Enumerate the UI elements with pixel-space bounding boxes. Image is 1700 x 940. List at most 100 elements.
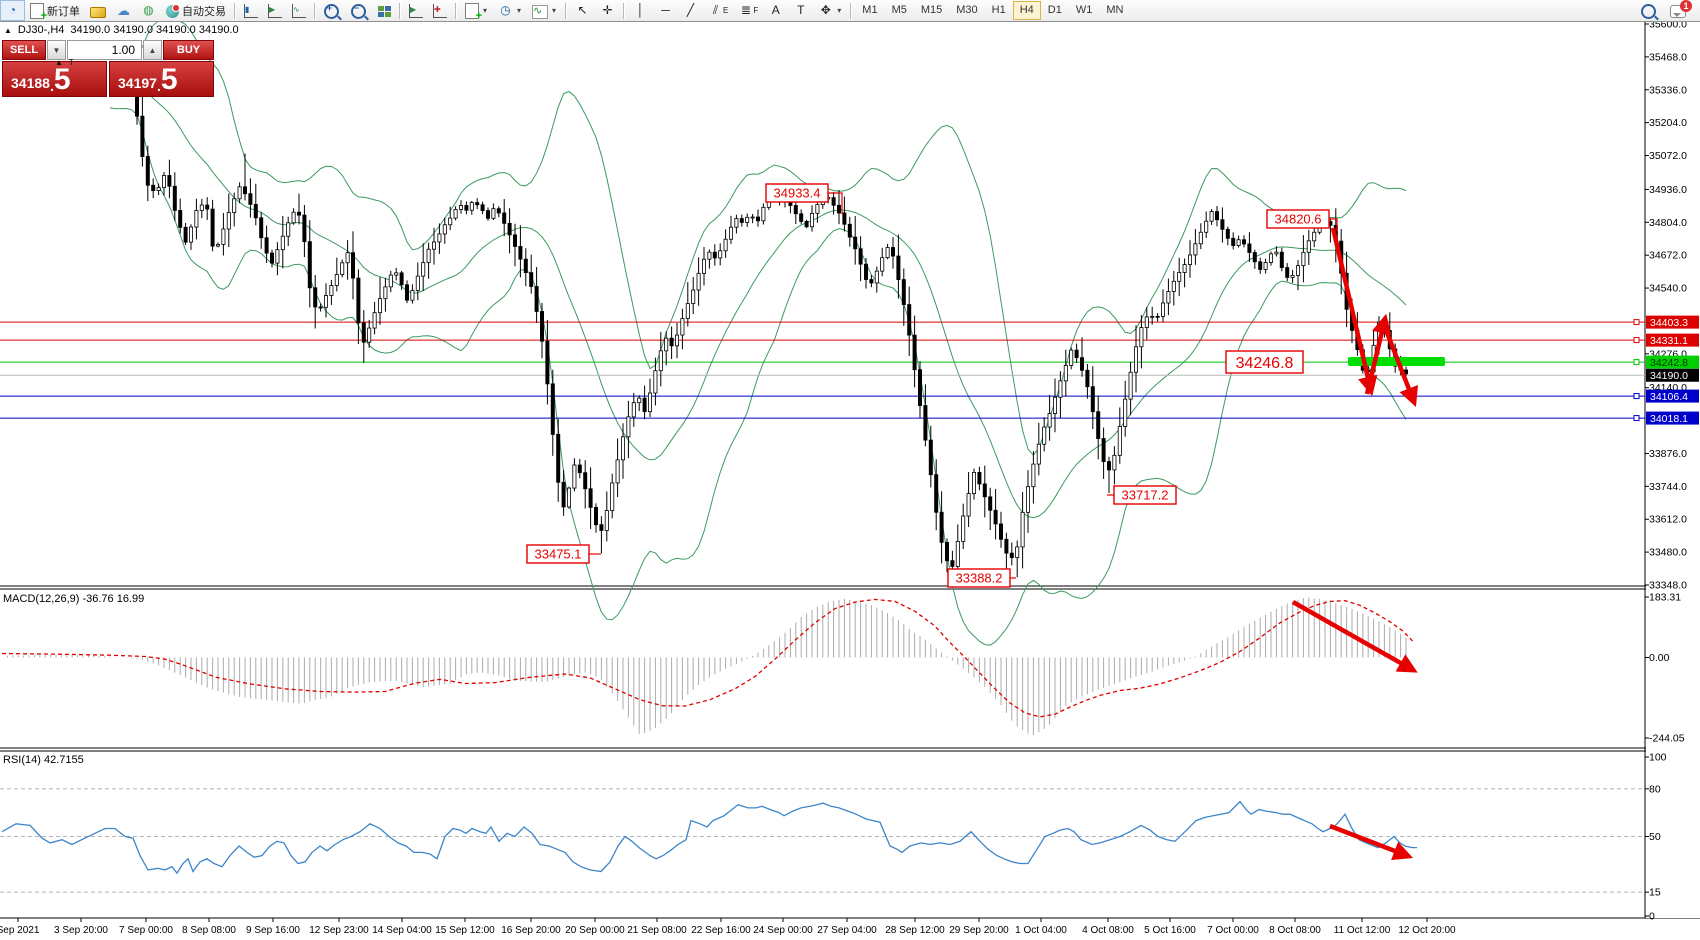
timeframe-h4[interactable]: H4	[1012, 1, 1041, 20]
cursor-button[interactable]: ↖	[570, 0, 595, 21]
chevron-down-icon[interactable]: ▾	[483, 6, 488, 15]
templates-icon: ∿	[532, 4, 549, 19]
buy-button[interactable]: BUY	[163, 40, 214, 60]
arrows-icon: ✥	[820, 3, 831, 17]
cursor-icon: ↖	[577, 3, 588, 17]
autotrade-icon	[166, 3, 180, 18]
level-lines[interactable]	[0, 319, 1645, 422]
price-annotation-box[interactable]	[1266, 209, 1330, 229]
sell-button[interactable]: SELL	[2, 40, 46, 60]
toolbar-right-group: 1	[1641, 0, 1700, 19]
trend-arrow-down-1[interactable]	[1330, 227, 1378, 397]
price-annotation-box[interactable]	[1113, 485, 1177, 505]
chat-icon[interactable]: 1	[1670, 0, 1692, 18]
symbol-info-line: ▲ DJ30-,H4 34190.0 34190.0 34190.0 34190…	[4, 24, 239, 36]
text-object-marker[interactable]: T	[68, 58, 74, 67]
panel-collapse-arrow[interactable]: ▲	[55, 58, 63, 67]
svg-text:80: 80	[1649, 783, 1661, 795]
tile-windows-icon[interactable]	[373, 0, 396, 21]
bar-chart-icon[interactable]: ▮	[239, 0, 263, 21]
toolbar-separator	[314, 2, 316, 19]
chevron-down-icon[interactable]: ▾	[552, 6, 557, 15]
annotation-labels[interactable]: 34933.4 34820.6 34246.8 33717.2 33475.1 33388…	[526, 183, 1338, 588]
timeframe-h1[interactable]: H1	[991, 4, 1006, 16]
price-annotation-box[interactable]	[947, 568, 1011, 588]
zoom-out-icon[interactable]: −	[346, 0, 373, 21]
text-label-button[interactable]: T	[788, 0, 813, 21]
svg-text:28 Sep 12:00: 28 Sep 12:00	[885, 925, 945, 936]
autotrade-button-label: 自动交易	[182, 5, 226, 18]
buy-price-dot: .	[156, 78, 161, 94]
trend-arrow-down-2[interactable]	[1383, 329, 1419, 408]
candlestick-icon[interactable]: ▶	[263, 0, 287, 21]
signal-icon[interactable]: ◍	[136, 0, 161, 21]
crosshair-button[interactable]: ✛	[595, 0, 620, 21]
svg-text:-244.05: -244.05	[1649, 733, 1685, 745]
timeframe-d1[interactable]: D1	[1047, 4, 1062, 16]
symbol-quotes: 34190.0 34190.0 34190.0 34190.0	[70, 24, 239, 36]
svg-text:20 Sep 00:00: 20 Sep 00:00	[565, 925, 625, 936]
svg-text:12 Oct 20:00: 12 Oct 20:00	[1398, 925, 1456, 936]
volume-input[interactable]: 1.00	[67, 40, 142, 60]
price-scale[interactable]: 35600.035468.035336.035204.035072.034936…	[1645, 19, 1700, 923]
trend-arrow-up[interactable]	[1364, 313, 1392, 395]
indicators-button[interactable]: ▾	[460, 0, 493, 22]
notification-badge: 1	[1680, 0, 1692, 12]
chevron-down-icon[interactable]: ▾	[517, 6, 522, 15]
price-annotation-box[interactable]	[1225, 350, 1304, 374]
auto-scroll-icon[interactable]: ▶	[404, 0, 428, 21]
autotrade-button[interactable]: 自动交易	[161, 0, 231, 21]
volume-down-button[interactable]: ▼	[47, 40, 66, 60]
templates-button[interactable]: ∿ ▾	[527, 0, 562, 21]
toolbar-left-group: ◔新订单☁◍自动交易▮▶∿+−▶✚▾◷▾∿▾↖✛│─╱⫽E≣FAT✥▾	[0, 0, 847, 22]
timeframe-mn[interactable]: MN	[1106, 4, 1124, 16]
horizontal-line-button[interactable]: ─	[653, 0, 678, 21]
macd-trend-arrow[interactable]	[1291, 600, 1418, 673]
timeframe-w1[interactable]: W1	[1075, 4, 1093, 16]
volume-up-button[interactable]: ▲	[143, 40, 162, 60]
svg-text:183.31: 183.31	[1649, 592, 1681, 604]
sell-price-display[interactable]: 34188 . 5	[2, 61, 107, 97]
price-annotation-box[interactable]	[765, 183, 829, 203]
svg-text:50: 50	[1649, 831, 1661, 843]
rsi-trend-arrow[interactable]	[1329, 823, 1414, 861]
zoom-in-icon[interactable]: +	[319, 0, 346, 21]
arrows-button[interactable]: ✥ ▾	[813, 0, 847, 21]
timeframe-m5[interactable]: M5	[891, 4, 907, 16]
svg-text:34804.0: 34804.0	[1649, 217, 1687, 229]
svg-text:9 Sep 16:00: 9 Sep 16:00	[246, 925, 300, 936]
new-order-button[interactable]: 新订单	[25, 0, 85, 22]
buy-price-display[interactable]: 34197 . 5	[109, 61, 214, 97]
line-chart-icon[interactable]: ∿	[287, 0, 311, 21]
text-icon: A	[771, 3, 780, 17]
trendline-button[interactable]: ╱	[678, 0, 703, 21]
gold-icon[interactable]	[85, 0, 111, 21]
svg-text:8 Sep 08:00: 8 Sep 08:00	[182, 925, 236, 936]
timeframe-m30[interactable]: M30	[956, 4, 978, 16]
svg-text:21 Sep 08:00: 21 Sep 08:00	[627, 925, 687, 936]
svg-text:35072.0: 35072.0	[1649, 150, 1687, 162]
bar-chart-icon: ▮	[244, 3, 258, 18]
time-scale[interactable]: Sep 2021 3 Sep 20:00 7 Sep 00:00 8 Sep 08:0…	[0, 918, 1456, 936]
chart-shift-icon[interactable]: ✚	[428, 0, 452, 21]
price-annotation-text: 33388.2	[956, 571, 1003, 586]
timeframe-m15[interactable]: M15	[920, 4, 943, 16]
one-click-trade-panel: SELL ▼ 1.00 ▲ BUY 34188 . 5 34197 . 5	[2, 40, 214, 97]
timeframe-m1[interactable]: M1	[862, 4, 878, 16]
macd-label: MACD(12,26,9) -36.76 16.99	[3, 593, 145, 605]
search-icon[interactable]	[1641, 3, 1656, 19]
annotation-arrows[interactable]	[1291, 227, 1419, 861]
channel-button[interactable]: ⫽ E	[703, 0, 733, 21]
text-button[interactable]: A	[763, 0, 788, 21]
price-annotation-box[interactable]	[526, 544, 590, 564]
chevron-down-icon[interactable]: ▾	[837, 6, 842, 15]
app-icon[interactable]: ◔	[0, 0, 25, 21]
symbol-marker-icon: ▲	[4, 25, 12, 35]
vertical-line-button[interactable]: │	[628, 0, 653, 21]
fibonacci-button[interactable]: ≣ F	[733, 0, 763, 21]
svg-text:7 Sep 00:00: 7 Sep 00:00	[119, 925, 173, 936]
community-icon[interactable]: ☁	[111, 0, 136, 21]
periods-button[interactable]: ◷ ▾	[493, 0, 527, 21]
